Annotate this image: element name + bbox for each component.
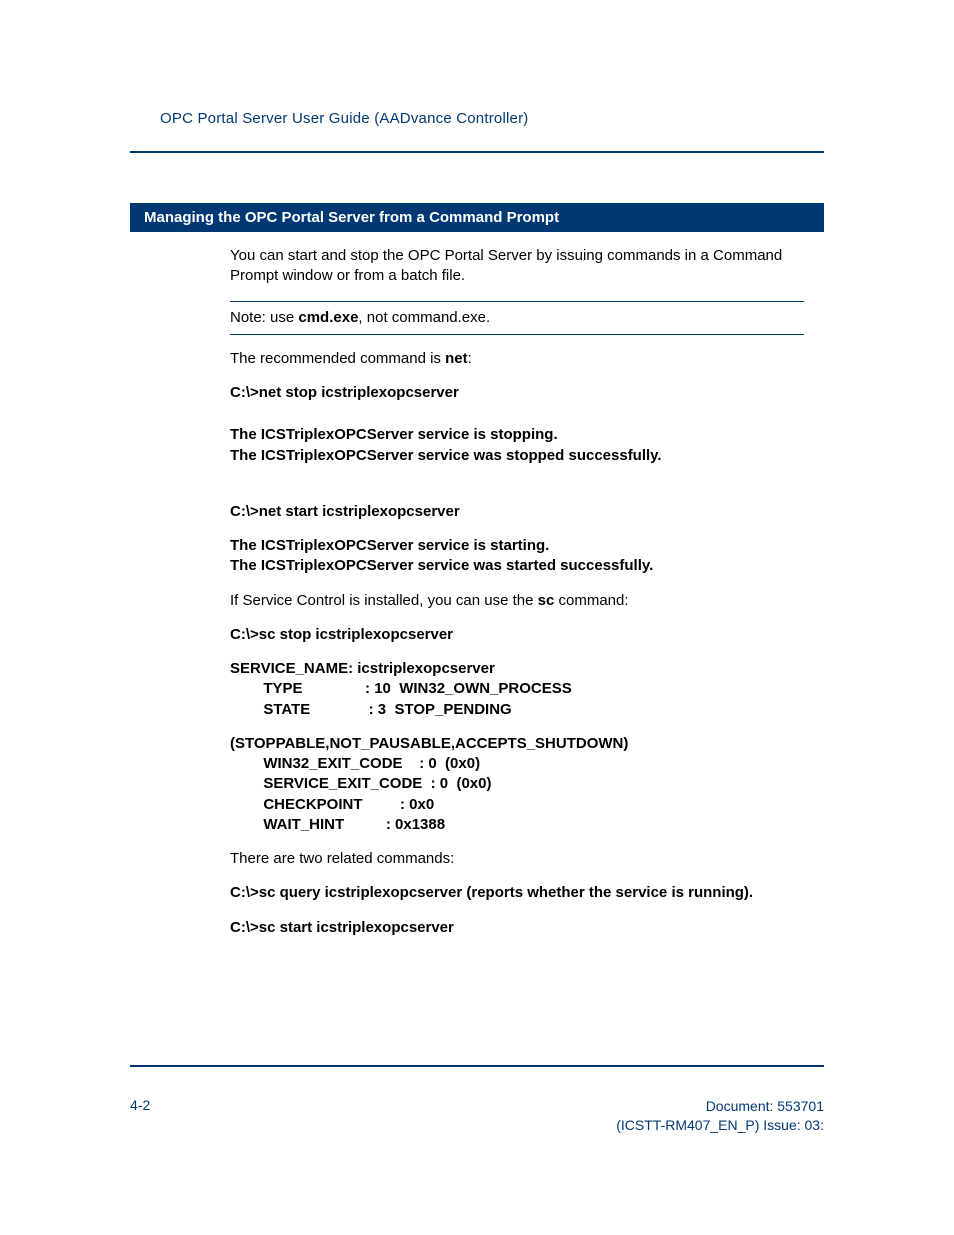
start-output: The ICSTriplexOPCServer service is start… (230, 536, 804, 577)
footer-doc-info: Document: 553701 (ICSTT-RM407_EN_P) Issu… (616, 1097, 824, 1135)
svc-line6: SERVICE_EXIT_CODE : 0 (0x0) (230, 775, 491, 792)
svc-line2: TYPE : 10 WIN32_OWN_PROCESS (230, 680, 572, 697)
footer: 4-2 Document: 553701 (ICSTT-RM407_EN_P) … (130, 1097, 824, 1135)
note-block: Note: use cmd.exe, not command.exe. (230, 301, 804, 335)
cmd-sc-query: C:\>sc query icstriplexopcserver (report… (230, 883, 804, 903)
section-heading: Managing the OPC Portal Server from a Co… (130, 203, 824, 232)
svc-line4: (STOPPABLE,NOT_PAUSABLE,ACCEPTS_SHUTDOWN… (230, 735, 628, 752)
stop-output-line2: The ICSTriplexOPCServer service was stop… (230, 446, 804, 466)
cmd-net-start: C:\>net start icstriplexopcserver (230, 502, 804, 522)
stop-output-line1: The ICSTriplexOPCServer service is stopp… (230, 425, 804, 445)
cmd-net-stop: C:\>net stop icstriplexopcserver (230, 383, 804, 403)
start-output-line2: The ICSTriplexOPCServer service was star… (230, 556, 804, 576)
header-title: OPC Portal Server User Guide (AADvance C… (160, 110, 824, 127)
svc-line8: WAIT_HINT : 0x1388 (230, 816, 445, 833)
svc-line7: CHECKPOINT : 0x0 (230, 796, 434, 813)
cmd-sc-stop: C:\>sc stop icstriplexopcserver (230, 625, 804, 645)
footer-doc-line1: Document: 553701 (616, 1097, 824, 1116)
sc-intro: If Service Control is installed, you can… (230, 591, 804, 611)
sc-prefix: If Service Control is installed, you can… (230, 592, 538, 609)
footer-doc-line2: (ICSTT-RM407_EN_P) Issue: 03: (616, 1116, 824, 1135)
note-bold: cmd.exe (298, 309, 358, 326)
footer-rule (130, 1065, 824, 1067)
footer-page-number: 4-2 (130, 1097, 150, 1113)
spacer (230, 488, 804, 502)
related-line: There are two related commands: (230, 849, 804, 869)
svc-line1: SERVICE_NAME: icstriplexopcserver (230, 660, 495, 677)
intro-paragraph: You can start and stop the OPC Portal Se… (230, 246, 804, 287)
rec-prefix: The recommended command is (230, 350, 445, 367)
service-output-block1: SERVICE_NAME: icstriplexopcserver TYPE :… (230, 659, 804, 720)
note-suffix: , not command.exe. (358, 309, 490, 326)
cmd-sc-start: C:\>sc start icstriplexopcserver (230, 918, 804, 938)
rec-bold: net (445, 350, 468, 367)
rec-suffix: : (468, 350, 472, 367)
svc-line5: WIN32_EXIT_CODE : 0 (0x0) (230, 755, 480, 772)
stop-output: The ICSTriplexOPCServer service is stopp… (230, 425, 804, 466)
recommended-line: The recommended command is net: (230, 349, 804, 369)
header-rule (130, 151, 824, 153)
body-text: You can start and stop the OPC Portal Se… (230, 246, 804, 938)
start-output-line1: The ICSTriplexOPCServer service is start… (230, 536, 804, 556)
service-output-block2: (STOPPABLE,NOT_PAUSABLE,ACCEPTS_SHUTDOWN… (230, 734, 804, 835)
note-prefix: Note: use (230, 309, 298, 326)
svc-line3: STATE : 3 STOP_PENDING (230, 701, 512, 718)
sc-suffix: command: (554, 592, 628, 609)
sc-bold: sc (538, 592, 555, 609)
document-page: OPC Portal Server User Guide (AADvance C… (0, 0, 954, 938)
